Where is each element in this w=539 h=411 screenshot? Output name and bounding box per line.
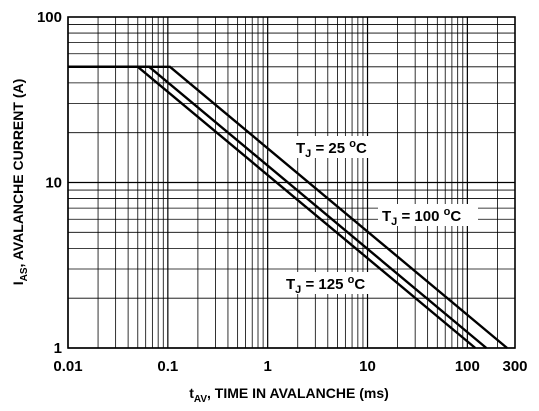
y-tick-label: 100 (37, 9, 62, 26)
x-tick-label: 300 (502, 358, 527, 375)
tick-labels: 0.01 0.1 1 10 100 300 1 10 100 (37, 9, 528, 375)
series-label-25c: TJ = 25 oC (290, 136, 380, 160)
series-label-125c: TJ = 125 oC (282, 272, 380, 296)
series-line-2 (68, 65, 477, 349)
svg-text:TJ = 25 oC: TJ = 25 oC (296, 138, 367, 160)
x-tick-label: 0.01 (53, 358, 82, 375)
x-tick-label: 1 (264, 358, 272, 375)
y-tick-label: 1 (54, 340, 62, 357)
y-axis-title: IAS, AVALANCHE CURRENT (A) (10, 79, 30, 286)
x-axis-title: tAV, TIME IN AVALANCHE (ms) (189, 385, 389, 405)
x-tick-label: 0.1 (157, 358, 178, 375)
series-label-100c: TJ = 100 oC (378, 204, 478, 228)
y-tick-label: 10 (45, 175, 62, 192)
svg-text:TJ = 100 oC: TJ = 100 oC (382, 206, 461, 228)
svg-text:TJ = 125 oC: TJ = 125 oC (286, 274, 365, 296)
x-tick-label: 10 (359, 358, 376, 375)
series-lines (68, 65, 508, 349)
x-tick-label: 100 (455, 358, 480, 375)
plot-frame (67, 16, 516, 349)
